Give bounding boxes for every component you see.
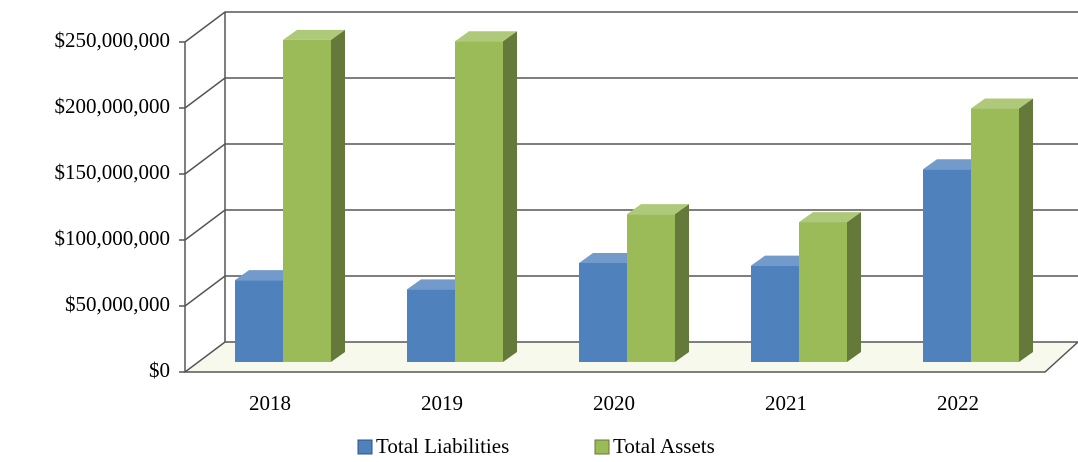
y-tick-label: $250,000,000 — [55, 28, 171, 52]
bar-top — [627, 204, 689, 215]
y-tick-label: $100,000,000 — [55, 226, 171, 250]
legend-label: Total Liabilities — [376, 434, 509, 458]
legend-label: Total Assets — [613, 434, 715, 458]
x-tick-label: 2022 — [937, 391, 979, 415]
bar-top — [455, 31, 517, 42]
bar-top — [283, 29, 345, 40]
bar — [455, 41, 503, 363]
bar-top — [799, 212, 861, 223]
bar — [407, 289, 455, 362]
grid-line — [184, 77, 1078, 109]
bar-top — [923, 159, 985, 170]
bar-side — [503, 31, 517, 363]
x-tick-label: 2020 — [593, 391, 635, 415]
bar-side — [331, 29, 345, 362]
x-tick-label: 2018 — [249, 391, 291, 415]
grid-line — [184, 209, 1078, 241]
y-tick-label: $150,000,000 — [55, 160, 171, 184]
bar-side — [675, 204, 689, 362]
bar — [799, 222, 847, 362]
bar-side — [1019, 98, 1033, 362]
bar — [579, 263, 627, 362]
bar — [235, 280, 283, 362]
legend-swatch — [357, 439, 373, 455]
bar-top — [751, 255, 813, 266]
bar — [751, 265, 799, 362]
bar-top — [971, 98, 1033, 109]
grid-line — [184, 143, 1078, 175]
y-tick-label: $0 — [149, 358, 170, 382]
bar-side — [847, 212, 861, 362]
bar — [627, 214, 675, 362]
bar — [923, 169, 971, 362]
legend-swatch — [594, 439, 610, 455]
x-tick-label: 2019 — [421, 391, 463, 415]
bar — [283, 39, 331, 363]
grid-line — [184, 11, 1078, 43]
y-tick-label: $200,000,000 — [55, 94, 171, 118]
bar-top — [235, 270, 297, 281]
y-tick-label: $50,000,000 — [65, 292, 170, 316]
bar-top — [579, 253, 641, 263]
bar — [971, 108, 1019, 362]
x-tick-label: 2021 — [765, 391, 807, 415]
bar-top — [407, 279, 469, 290]
